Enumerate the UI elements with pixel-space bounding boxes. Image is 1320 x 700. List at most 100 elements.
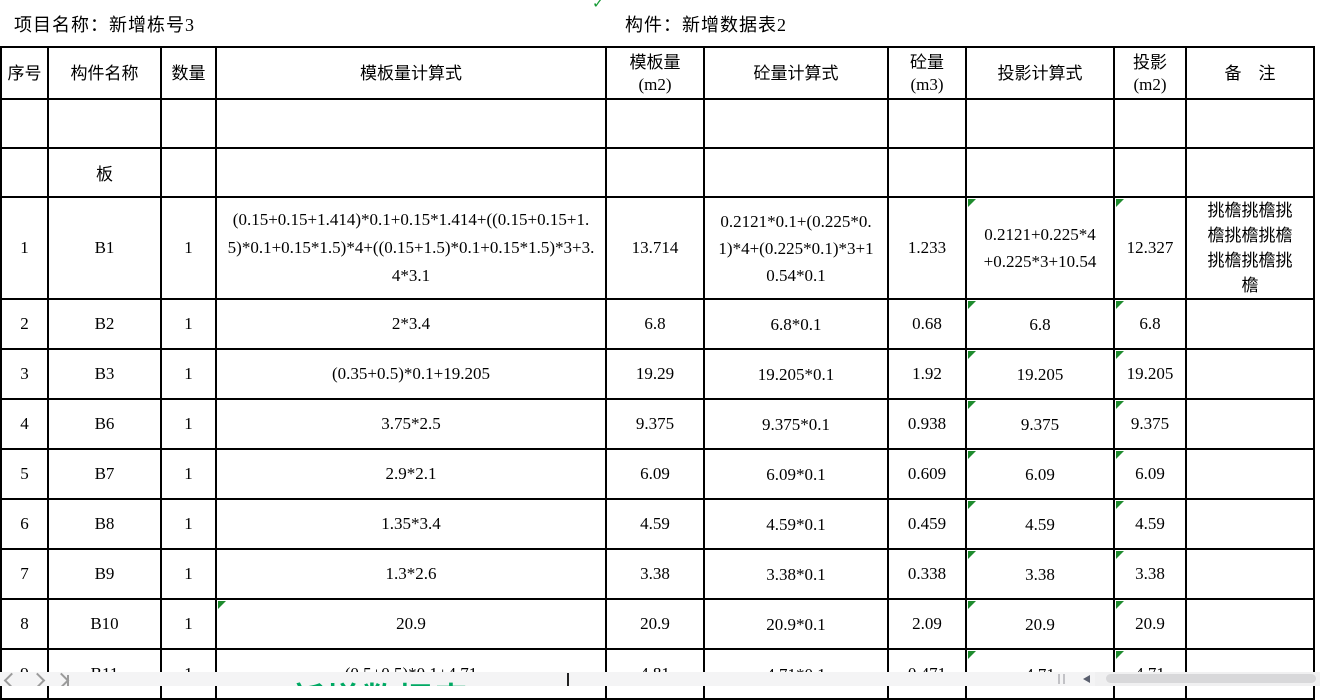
cell-concrete-formula[interactable]: 20.9*0.1 <box>703 598 889 650</box>
cell-formwork-formula[interactable]: 2.9*2.1 <box>215 448 607 500</box>
cell-component[interactable]: 板 <box>47 147 162 198</box>
cell-concrete[interactable]: 2.09 <box>887 598 967 650</box>
cell-formwork-formula[interactable]: 20.9 <box>215 598 607 650</box>
cell-formwork[interactable]: 6.09 <box>605 448 705 500</box>
cell-formwork-formula[interactable]: (0.15+0.15+1.414)*0.1+0.15*1.414+((0.15+… <box>215 196 607 300</box>
cell-concrete-formula[interactable]: 19.205*0.1 <box>703 348 889 400</box>
cell-component[interactable]: B9 <box>47 548 162 600</box>
cell-projection-formula[interactable]: 6.09 <box>965 448 1115 500</box>
cell-concrete[interactable] <box>887 98 967 149</box>
cell-projection-formula[interactable]: 19.205 <box>965 348 1115 400</box>
cell-projection-formula[interactable]: 0.2121+0.225*4+0.225*3+10.54 <box>965 196 1115 300</box>
cell-formwork-formula[interactable] <box>215 98 607 149</box>
cell-remark[interactable] <box>1185 147 1315 198</box>
cell-concrete-formula[interactable]: 9.375*0.1 <box>703 398 889 450</box>
cell-seq[interactable] <box>0 98 49 149</box>
cell-component[interactable]: B2 <box>47 298 162 350</box>
cell-projection[interactable]: 9.375 <box>1113 398 1187 450</box>
cell-formwork[interactable] <box>605 147 705 198</box>
next-sheet-icon[interactable] <box>29 672 46 686</box>
cell-formwork-formula[interactable]: (0.35+0.5)*0.1+19.205 <box>215 348 607 400</box>
cell-qty[interactable] <box>160 98 217 149</box>
cell-component[interactable] <box>47 98 162 149</box>
cell-qty[interactable]: 1 <box>160 498 217 550</box>
cell-remark[interactable]: 挑檐挑檐挑檐挑檐挑檐挑檐挑檐挑檐 <box>1185 196 1315 300</box>
cell-component[interactable]: B1 <box>47 196 162 300</box>
cell-formwork[interactable] <box>605 98 705 149</box>
cell-concrete-formula[interactable]: 0.2121*0.1+(0.225*0.1)*4+(0.225*0.1)*3+1… <box>703 196 889 300</box>
cell-formwork[interactable]: 3.38 <box>605 548 705 600</box>
cell-qty[interactable]: 1 <box>160 398 217 450</box>
cell-concrete[interactable]: 0.338 <box>887 548 967 600</box>
cell-projection[interactable] <box>1113 98 1187 149</box>
cell-concrete[interactable]: 0.938 <box>887 398 967 450</box>
cell-qty[interactable]: 1 <box>160 448 217 500</box>
cell-remark[interactable] <box>1185 98 1315 149</box>
cell-concrete-formula[interactable] <box>703 147 889 198</box>
horizontal-scrollbar-thumb[interactable] <box>1106 674 1316 683</box>
last-sheet-icon[interactable] <box>53 672 70 686</box>
cell-concrete[interactable]: 0.609 <box>887 448 967 500</box>
cell-remark[interactable] <box>1185 598 1315 650</box>
cell-formwork-formula[interactable]: 1.35*3.4 <box>215 498 607 550</box>
cell-remark[interactable] <box>1185 548 1315 600</box>
cell-projection-formula[interactable] <box>965 147 1115 198</box>
cell-remark[interactable] <box>1185 498 1315 550</box>
cell-projection[interactable]: 4.59 <box>1113 498 1187 550</box>
cell-projection[interactable] <box>1113 147 1187 198</box>
cell-concrete[interactable]: 1.233 <box>887 196 967 300</box>
cell-component[interactable]: B6 <box>47 398 162 450</box>
cell-projection[interactable]: 20.9 <box>1113 598 1187 650</box>
cell-remark[interactable] <box>1185 298 1315 350</box>
cell-component[interactable]: B7 <box>47 448 162 500</box>
cell-seq[interactable] <box>0 147 49 198</box>
scroll-left-arrow-icon[interactable] <box>1083 675 1090 683</box>
cell-component[interactable]: B10 <box>47 598 162 650</box>
cell-formwork[interactable]: 20.9 <box>605 598 705 650</box>
cell-concrete-formula[interactable]: 4.59*0.1 <box>703 498 889 550</box>
cell-seq[interactable]: 2 <box>0 298 49 350</box>
sheet-tab-active[interactable]: 新增数据表2 <box>290 673 491 686</box>
cell-formwork-formula[interactable] <box>215 147 607 198</box>
cell-projection[interactable]: 6.8 <box>1113 298 1187 350</box>
cell-concrete-formula[interactable]: 6.09*0.1 <box>703 448 889 500</box>
cell-projection[interactable]: 12.327 <box>1113 196 1187 300</box>
cell-component[interactable]: B8 <box>47 498 162 550</box>
cell-concrete[interactable]: 0.68 <box>887 298 967 350</box>
cell-concrete-formula[interactable]: 6.8*0.1 <box>703 298 889 350</box>
cell-projection-formula[interactable]: 6.8 <box>965 298 1115 350</box>
cell-remark[interactable] <box>1185 348 1315 400</box>
cell-concrete-formula[interactable] <box>703 98 889 149</box>
cell-seq[interactable]: 6 <box>0 498 49 550</box>
cell-formwork[interactable]: 6.8 <box>605 298 705 350</box>
cell-seq[interactable]: 5 <box>0 448 49 500</box>
cell-formwork-formula[interactable]: 3.75*2.5 <box>215 398 607 450</box>
cell-projection[interactable]: 6.09 <box>1113 448 1187 500</box>
cell-formwork[interactable]: 4.59 <box>605 498 705 550</box>
cell-remark[interactable] <box>1185 448 1315 500</box>
cell-seq[interactable]: 4 <box>0 398 49 450</box>
cell-concrete[interactable]: 1.92 <box>887 348 967 400</box>
cell-qty[interactable]: 1 <box>160 298 217 350</box>
cell-projection[interactable]: 19.205 <box>1113 348 1187 400</box>
cell-concrete[interactable] <box>887 147 967 198</box>
cell-formwork[interactable]: 9.375 <box>605 398 705 450</box>
cell-seq[interactable]: 3 <box>0 348 49 400</box>
cell-formwork-formula[interactable]: 2*3.4 <box>215 298 607 350</box>
cell-component[interactable]: B3 <box>47 348 162 400</box>
cell-qty[interactable]: 1 <box>160 598 217 650</box>
prev-sheet-icon[interactable] <box>3 672 20 686</box>
pane-splitter-icon[interactable] <box>1058 674 1067 684</box>
cell-formwork[interactable]: 19.29 <box>605 348 705 400</box>
cell-qty[interactable]: 1 <box>160 196 217 300</box>
cell-projection[interactable]: 3.38 <box>1113 548 1187 600</box>
cell-seq[interactable]: 1 <box>0 196 49 300</box>
cell-seq[interactable]: 8 <box>0 598 49 650</box>
cell-projection-formula[interactable]: 20.9 <box>965 598 1115 650</box>
cell-projection-formula[interactable]: 3.38 <box>965 548 1115 600</box>
cell-concrete-formula[interactable]: 3.38*0.1 <box>703 548 889 600</box>
cell-qty[interactable] <box>160 147 217 198</box>
cell-projection-formula[interactable] <box>965 98 1115 149</box>
cell-qty[interactable]: 1 <box>160 548 217 600</box>
cell-projection-formula[interactable]: 9.375 <box>965 398 1115 450</box>
